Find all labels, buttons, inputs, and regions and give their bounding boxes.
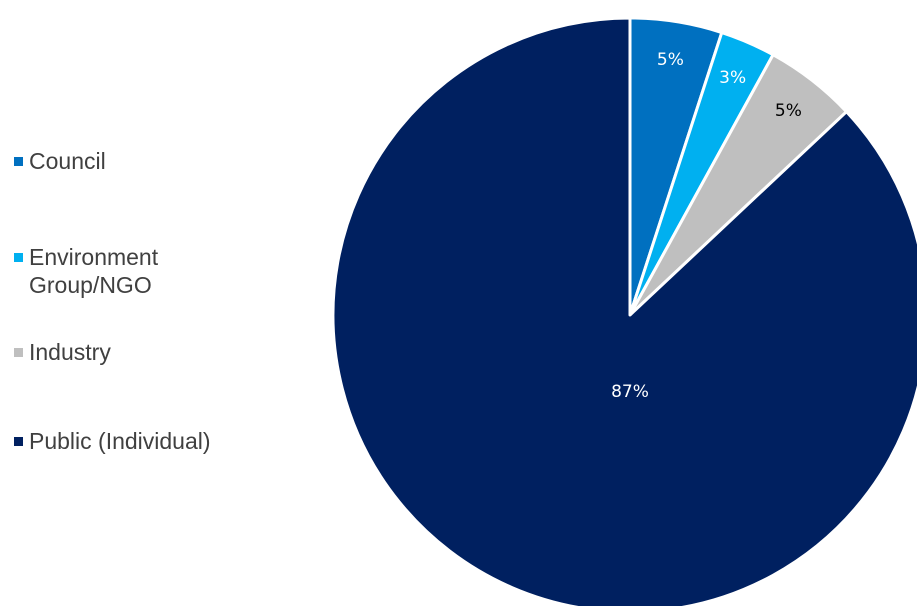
legend-swatch-council xyxy=(14,157,23,166)
data-label-environment-group: 3% xyxy=(719,68,746,88)
legend-swatch-public xyxy=(14,437,23,446)
legend-label-council: Council xyxy=(29,148,106,174)
legend-label-public: Public (Individual) xyxy=(29,428,211,454)
legend-item-council: Council xyxy=(14,147,106,175)
legend-item-industry: Industry xyxy=(14,338,111,366)
data-label-industry: 5% xyxy=(775,101,802,121)
data-label-public: 87% xyxy=(611,382,649,402)
legend-label-environment-group: Environment Group/NGO xyxy=(29,244,159,298)
pie-slice-public xyxy=(331,16,917,606)
data-label-council: 5% xyxy=(657,50,684,70)
legend-item-environment-group: Environment Group/NGO xyxy=(14,243,158,299)
legend-label-industry: Industry xyxy=(29,339,111,365)
chart-legend: Council Environment Group/NGO Industry P… xyxy=(0,0,320,606)
legend-swatch-environment-group xyxy=(14,253,23,262)
legend-item-public: Public (Individual) xyxy=(14,427,211,455)
legend-swatch-industry xyxy=(14,348,23,357)
